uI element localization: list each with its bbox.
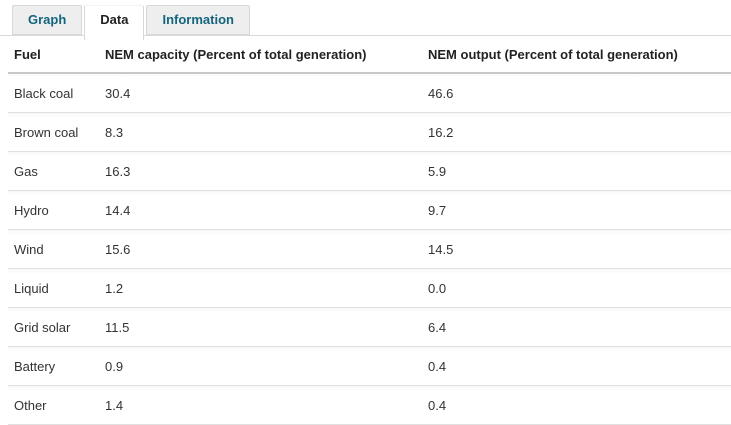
table-row: Wind 15.6 14.5 bbox=[8, 229, 731, 269]
table-row: Other 1.4 0.4 bbox=[8, 385, 731, 425]
cell-output: 46.6 bbox=[422, 73, 731, 113]
table-row: Battery 0.9 0.4 bbox=[8, 346, 731, 386]
cell-capacity: 1.4 bbox=[99, 385, 422, 425]
cell-output: 9.7 bbox=[422, 190, 731, 230]
tab-data[interactable]: Data bbox=[84, 5, 145, 40]
cell-output: 5.9 bbox=[422, 151, 731, 191]
cell-fuel: Grid solar bbox=[8, 307, 99, 347]
cell-capacity: 30.4 bbox=[99, 73, 422, 113]
tab-graph[interactable]: Graph bbox=[12, 5, 83, 35]
cell-fuel: Hydro bbox=[8, 190, 99, 230]
cell-fuel: Battery bbox=[8, 346, 99, 386]
column-header-nem-capacity: NEM capacity (Percent of total generatio… bbox=[99, 36, 422, 74]
cell-output: 14.5 bbox=[422, 229, 731, 269]
cell-output: 0.4 bbox=[422, 385, 731, 425]
cell-capacity: 11.5 bbox=[99, 307, 422, 347]
cell-output: 16.2 bbox=[422, 112, 731, 152]
cell-fuel: Black coal bbox=[8, 73, 99, 113]
table-row: Brown coal 8.3 16.2 bbox=[8, 112, 731, 152]
fuel-data-table: Fuel NEM capacity (Percent of total gene… bbox=[8, 36, 731, 425]
table-row: Liquid 1.2 0.0 bbox=[8, 268, 731, 308]
cell-capacity: 1.2 bbox=[99, 268, 422, 308]
tab-information[interactable]: Information bbox=[146, 5, 250, 35]
cell-capacity: 15.6 bbox=[99, 229, 422, 269]
cell-output: 0.4 bbox=[422, 346, 731, 386]
tab-bar: Graph Data Information bbox=[0, 0, 731, 40]
column-header-nem-output: NEM output (Percent of total generation) bbox=[422, 36, 731, 74]
table-row: Black coal 30.4 46.6 bbox=[8, 73, 731, 113]
cell-fuel: Other bbox=[8, 385, 99, 425]
cell-output: 6.4 bbox=[422, 307, 731, 347]
cell-fuel: Liquid bbox=[8, 268, 99, 308]
cell-capacity: 14.4 bbox=[99, 190, 422, 230]
column-header-fuel: Fuel bbox=[8, 36, 99, 74]
table-row: Grid solar 11.5 6.4 bbox=[8, 307, 731, 347]
cell-output: 0.0 bbox=[422, 268, 731, 308]
cell-capacity: 16.3 bbox=[99, 151, 422, 191]
cell-fuel: Brown coal bbox=[8, 112, 99, 152]
table-row: Gas 16.3 5.9 bbox=[8, 151, 731, 191]
table-row: Hydro 14.4 9.7 bbox=[8, 190, 731, 230]
cell-fuel: Wind bbox=[8, 229, 99, 269]
cell-capacity: 0.9 bbox=[99, 346, 422, 386]
cell-fuel: Gas bbox=[8, 151, 99, 191]
table-header-row: Fuel NEM capacity (Percent of total gene… bbox=[8, 36, 731, 74]
cell-capacity: 8.3 bbox=[99, 112, 422, 152]
